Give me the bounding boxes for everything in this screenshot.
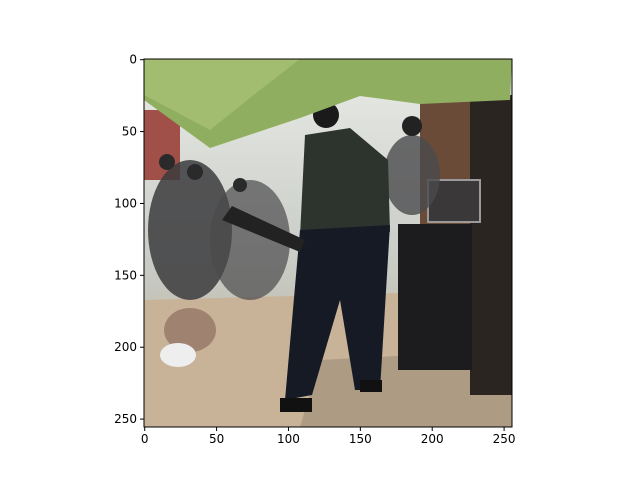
y-tick-label: 50 [122,125,137,139]
ticks: 0 50 100 150 200 250 0 50 100 150 200 250 [114,53,515,446]
y-tick-label: 250 [114,412,137,426]
axes-frame [143,58,513,428]
x-tick-label: 0 [141,432,149,446]
y-tick-label: 100 [114,196,137,210]
x-tick-label: 100 [277,432,300,446]
y-tick-label: 0 [129,53,137,67]
y-tick-label: 150 [114,268,137,282]
x-tick-label: 150 [349,432,372,446]
x-tick-label: 50 [209,432,224,446]
photo [144,59,512,427]
y-tick-label: 200 [114,340,137,354]
x-tick-label: 250 [493,432,516,446]
x-tick-label: 200 [421,432,444,446]
